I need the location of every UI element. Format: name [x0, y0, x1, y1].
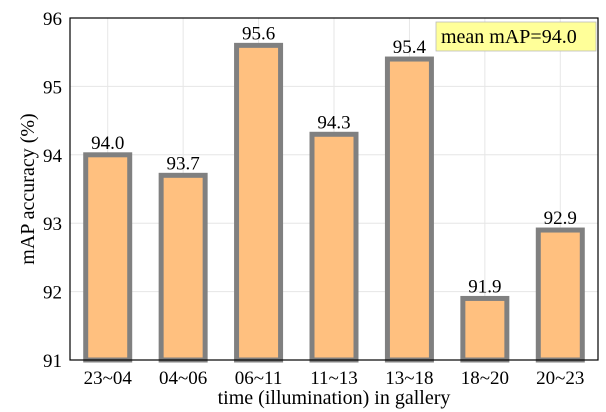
bar-23~04 — [83, 152, 133, 363]
data-label: 95.6 — [242, 23, 275, 44]
y-tick-label: 95 — [43, 77, 62, 98]
annotation-layer: mean mAP=94.0 — [435, 21, 597, 52]
x-tick-label: 20~23 — [536, 368, 584, 389]
data-label: 92.9 — [544, 208, 577, 229]
x-tick-label: 04~06 — [159, 368, 207, 389]
x-axis-title: time (illumination) in gallery — [218, 387, 451, 409]
plot-frame — [69, 17, 599, 361]
bar-06~11 — [234, 42, 284, 363]
mean-annotation-box — [435, 21, 597, 52]
x-tick-label: 23~04 — [84, 368, 133, 389]
x-tick-label: 13~18 — [385, 368, 433, 389]
data-labels-layer: 94.0 93.7 95.6 94.3 95.4 91.9 92.9 — [91, 23, 577, 297]
x-tick-label: 18~20 — [461, 368, 509, 389]
x-tick-label: 11~13 — [310, 368, 358, 389]
bar-11~13 — [309, 131, 359, 363]
data-label: 94.3 — [317, 112, 350, 133]
axes-layer: 91 92 93 94 95 96 23~04 04~06 06~11 11~13 13~18 18~… — [43, 9, 599, 389]
data-label: 95.4 — [393, 37, 427, 58]
bar-20~23 — [535, 227, 585, 363]
data-label: 91.9 — [468, 276, 501, 297]
data-label: 93.7 — [167, 153, 200, 174]
y-tick-label: 96 — [43, 9, 62, 30]
y-axis-title: mAP accuracy (%) — [17, 113, 39, 264]
bar-13~18 — [384, 56, 434, 363]
y-tick-label: 94 — [43, 146, 63, 167]
x-tick-label: 06~11 — [235, 368, 283, 389]
bar-18~20 — [460, 295, 510, 363]
y-tick-label: 91 — [43, 351, 62, 372]
mean-annotation-text: mean mAP=94.0 — [441, 26, 577, 48]
y-tick-label: 92 — [43, 283, 62, 304]
data-label: 94.0 — [91, 133, 124, 154]
y-tick-label: 93 — [43, 214, 62, 235]
bar-04~06 — [158, 172, 208, 363]
